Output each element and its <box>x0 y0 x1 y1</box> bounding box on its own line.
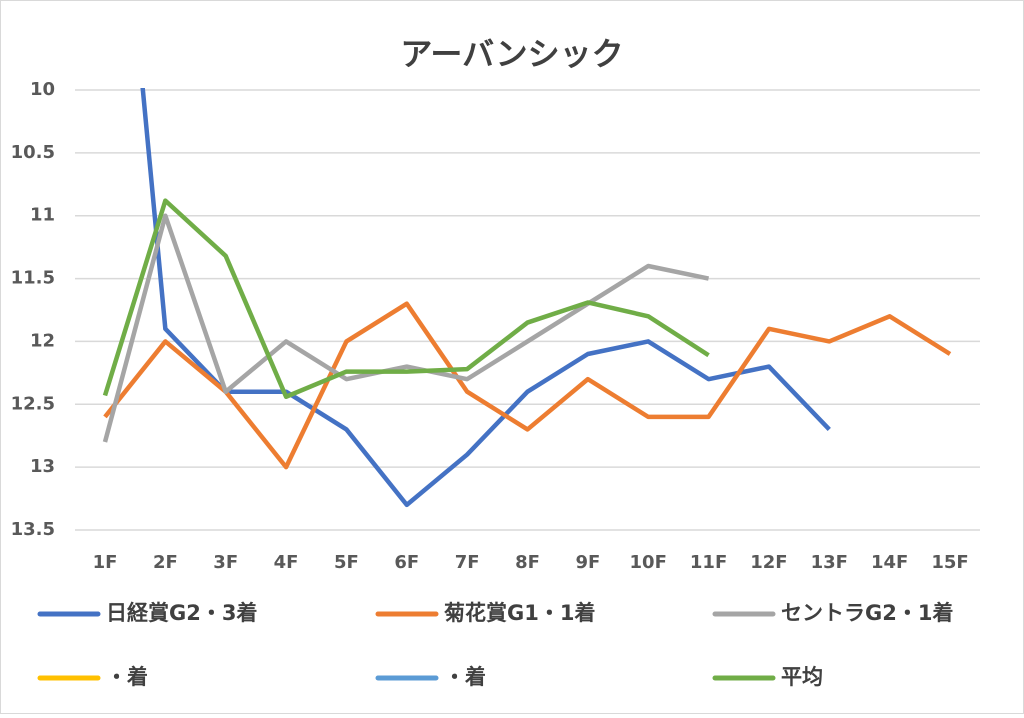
x-tick-label: 10F <box>630 552 667 573</box>
x-tick-label: 3F <box>213 552 238 573</box>
legend-label: 平均 <box>781 665 823 689</box>
series-line <box>102 213 710 443</box>
legend-label: 菊花賞G1・1着 <box>444 601 595 625</box>
series-line <box>103 301 952 470</box>
legend-label: 日経賞G2・3着 <box>106 601 257 625</box>
x-tick-label: 2F <box>153 552 178 573</box>
legend-label: ・着 <box>444 665 486 689</box>
x-tick-label: 9F <box>575 552 600 573</box>
y-tick-label: 10.5 <box>11 142 55 163</box>
x-tick-label: 13F <box>811 552 848 573</box>
y-tick-label: 11 <box>30 205 55 226</box>
y-tick-label: 12.5 <box>11 393 55 414</box>
x-tick-label: 8F <box>515 552 540 573</box>
legend-label: ・着 <box>106 665 148 689</box>
x-tick-label: 7F <box>455 552 480 573</box>
x-tick-label: 12F <box>750 552 787 573</box>
y-tick-label: 10 <box>30 79 55 100</box>
x-tick-label: 4F <box>274 552 299 573</box>
x-tick-label: 14F <box>871 552 908 573</box>
y-tick-label: 13 <box>30 456 55 477</box>
y-tick-label: 11.5 <box>11 268 55 289</box>
y-tick-label: 12 <box>30 330 55 351</box>
x-tick-label: 5F <box>334 552 359 573</box>
chart-title: アーバンシック <box>400 35 623 73</box>
series-line <box>102 198 710 399</box>
y-tick-label: 13.5 <box>11 519 55 540</box>
x-tick-label: 11F <box>690 552 727 573</box>
legend-label: セントラG2・1着 <box>781 601 953 625</box>
x-tick-label: 15F <box>931 552 968 573</box>
x-tick-label: 1F <box>93 552 118 573</box>
x-tick-label: 6F <box>394 552 419 573</box>
plot <box>102 88 952 508</box>
